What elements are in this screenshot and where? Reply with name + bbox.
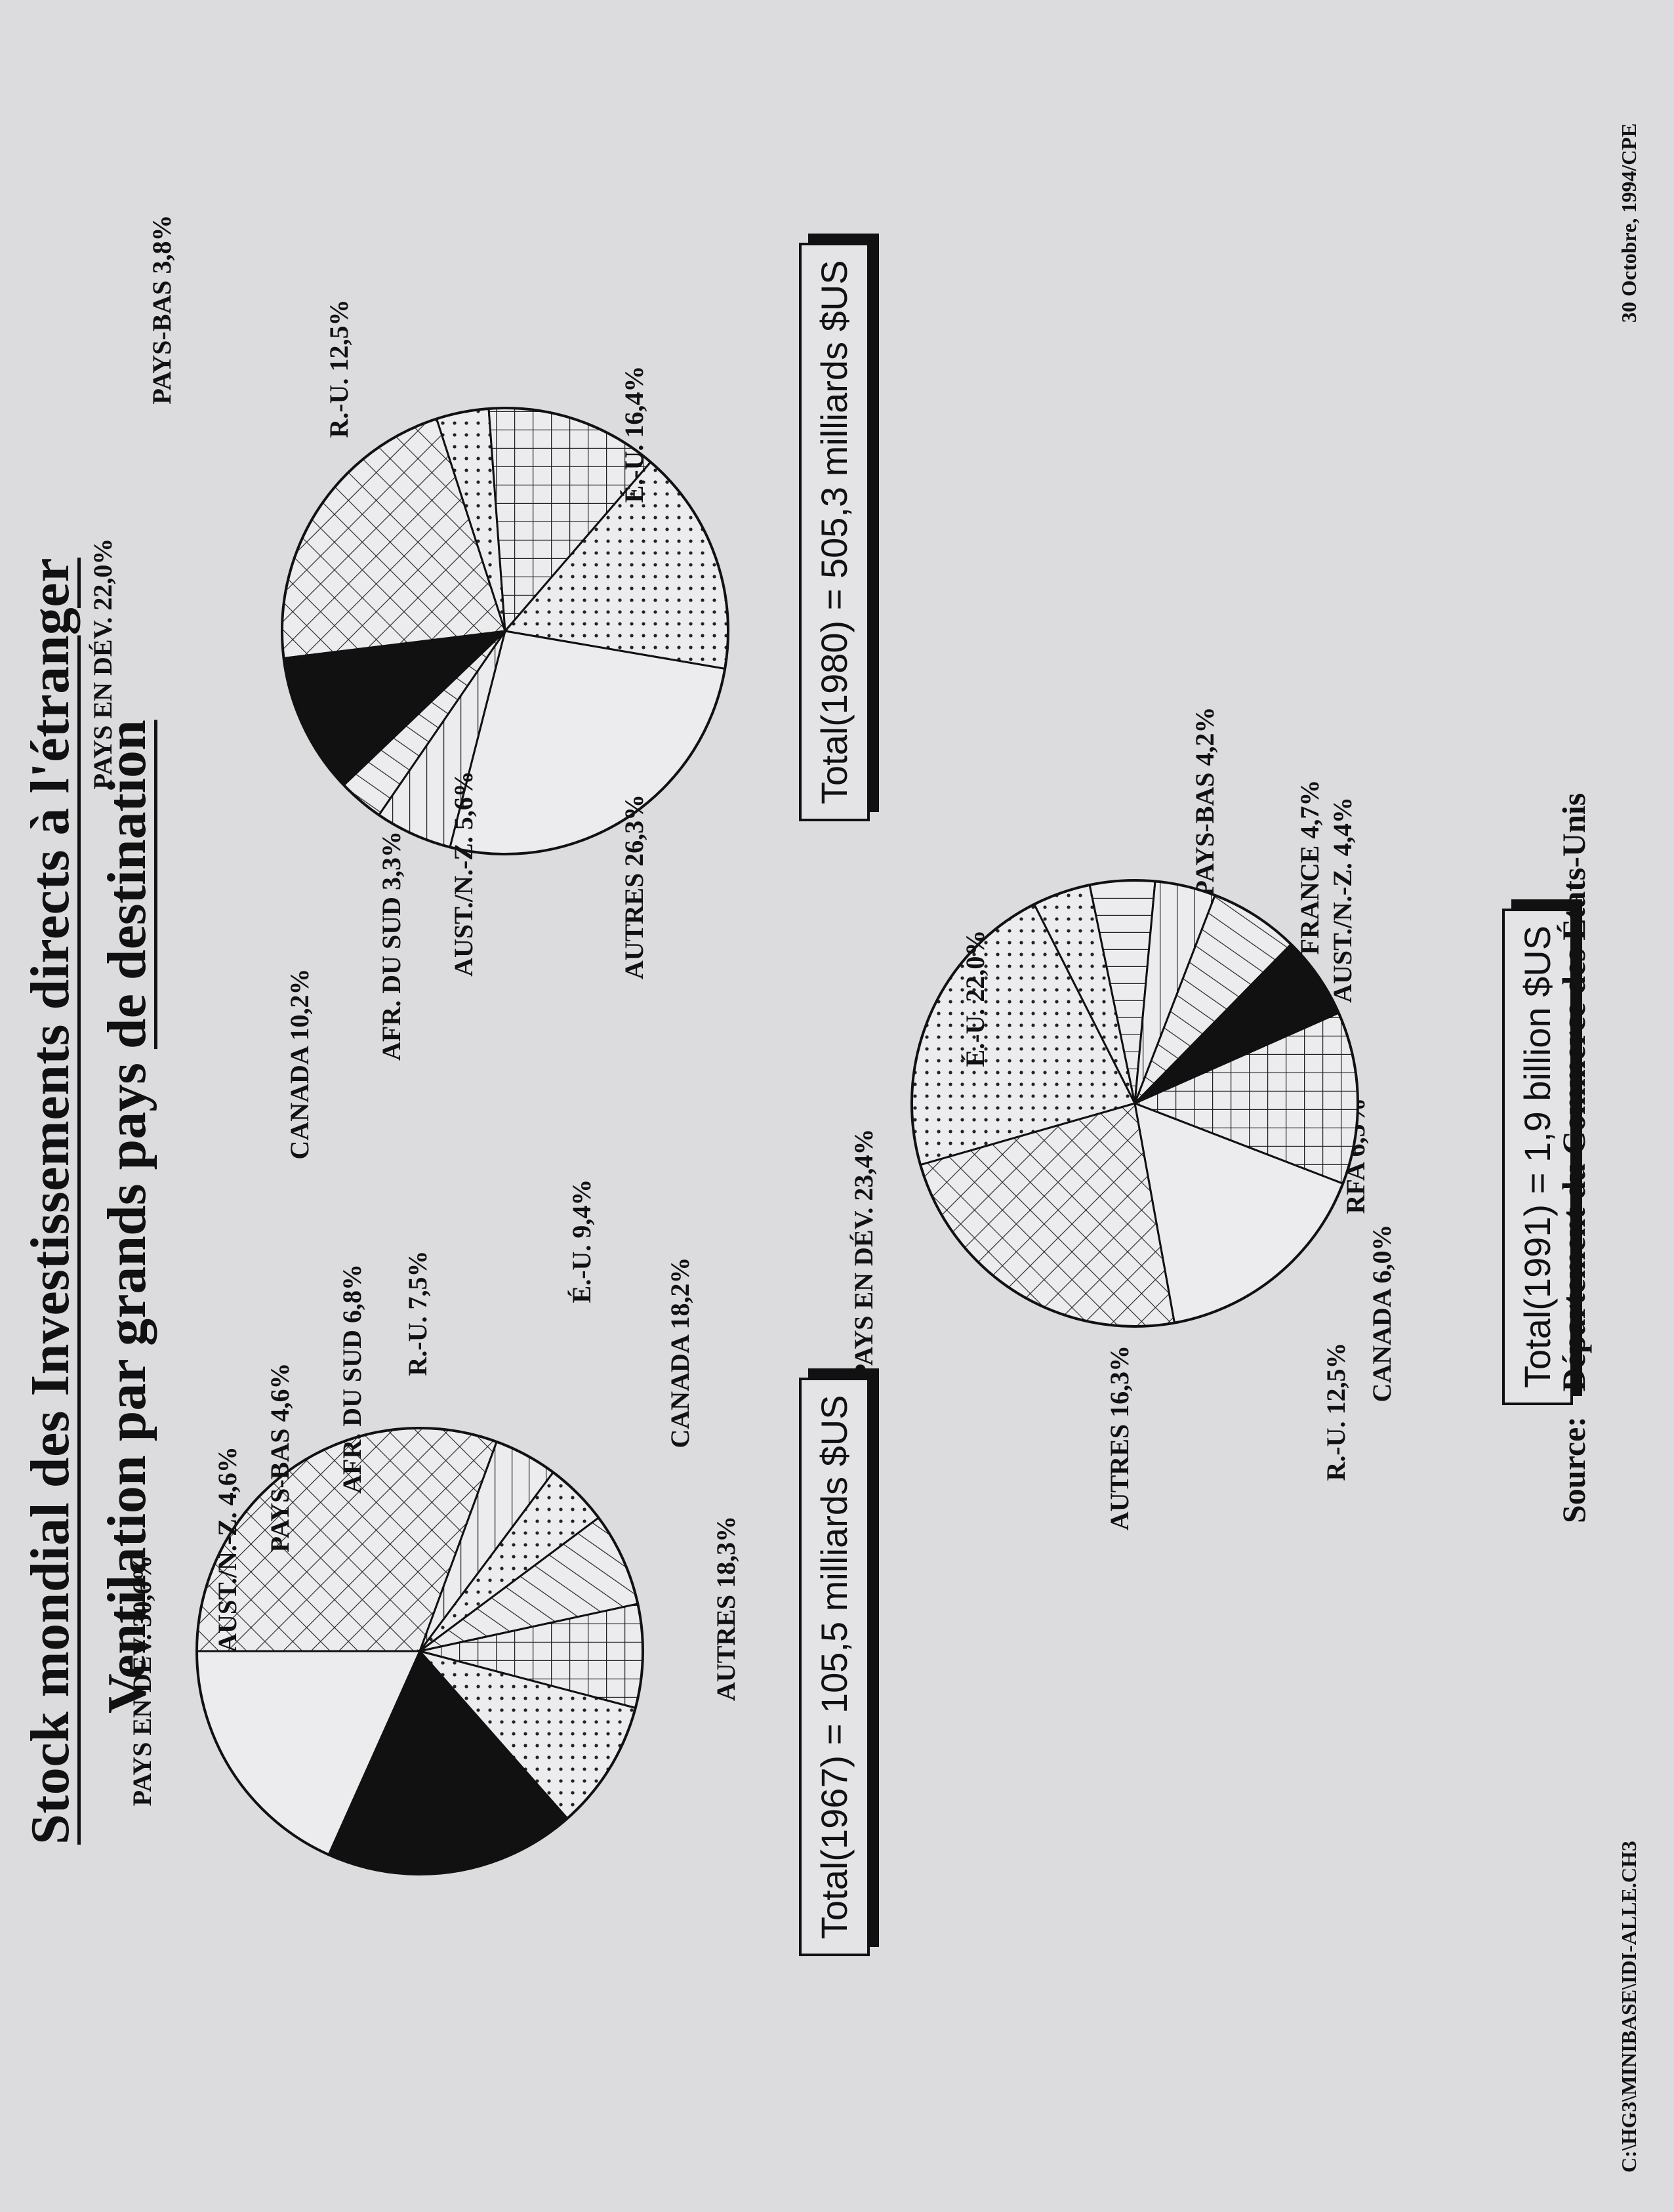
pie-0-label-1: AUST./N.-Z. 4,6% [213,1446,242,1652]
pie-1-label-4: AUTRES 26,3% [619,794,649,979]
total-1980-box: Total(1980) = 505,3 milliards $US [799,243,870,821]
pie-1-label-0: PAYS EN DÉV. 22,0% [88,539,117,790]
pie-0-label-6: CANADA 18,2% [665,1257,695,1448]
pie-1-label-6: AFR. DU SUD 3,3% [377,831,406,1061]
total-1967-box: Total(1967) = 105,5 milliards $US [799,1378,870,1956]
pie-0-outline [195,1427,644,1875]
pie-0-label-3: AFR. DU SUD 6,8% [337,1264,367,1494]
pie-2-label-5: CANADA 6,0% [1367,1224,1397,1402]
footer-file-path: C:\HG3\MINIBASE\IDI-ALLE.CH3 [1617,1841,1641,2173]
pie-2-label-3: AUST./N.-Z. 4,4% [1328,797,1357,1003]
footer-date: 30 Octobre, 1994/CPE [1617,123,1641,323]
source-value: Département du Commerce des États-Unis [1555,792,1592,1392]
pie-2-label-0: É.-U. 22,0% [960,930,990,1067]
pie-1-label-2: R.-U. 12,5% [324,299,354,438]
pie-1-outline [281,407,729,855]
pie-1-label-3: É.-U. 16,4% [619,366,649,503]
pie-2-label-8: PAYS EN DÉV. 23,4% [849,1129,878,1380]
pie-2-label-1: PAYS-BAS 4,2% [1190,707,1219,897]
pie-0-label-0: PAYS EN DÉV. 30,6% [127,1555,157,1807]
pie-1-label-1: PAYS-BAS 3,8% [147,215,176,405]
pie-0-label-4: R.-U. 7,5% [403,1250,432,1376]
pie-2-label-6: R.-U. 12,5% [1321,1342,1351,1481]
pie-0-label-5: É.-U. 9,4% [567,1179,596,1303]
pie-0-label-7: AUTRES 18,3% [711,1516,741,1701]
source-label: Source: [1555,1416,1592,1523]
pie-1-label-7: CANADA 10,2% [285,968,314,1159]
pie-2-label-2: FRANCE 4,7% [1295,780,1324,955]
pie-2-label-7: AUTRES 16,3% [1105,1345,1134,1530]
pie-1-label-5: AUST./N.-Z. 5,6% [449,771,478,977]
source-line: Source: Département du Commerce des État… [1555,793,1593,1523]
pie-0-label-2: PAYS-BAS 4,6% [265,1363,295,1553]
pie-2-outline [910,879,1359,1328]
